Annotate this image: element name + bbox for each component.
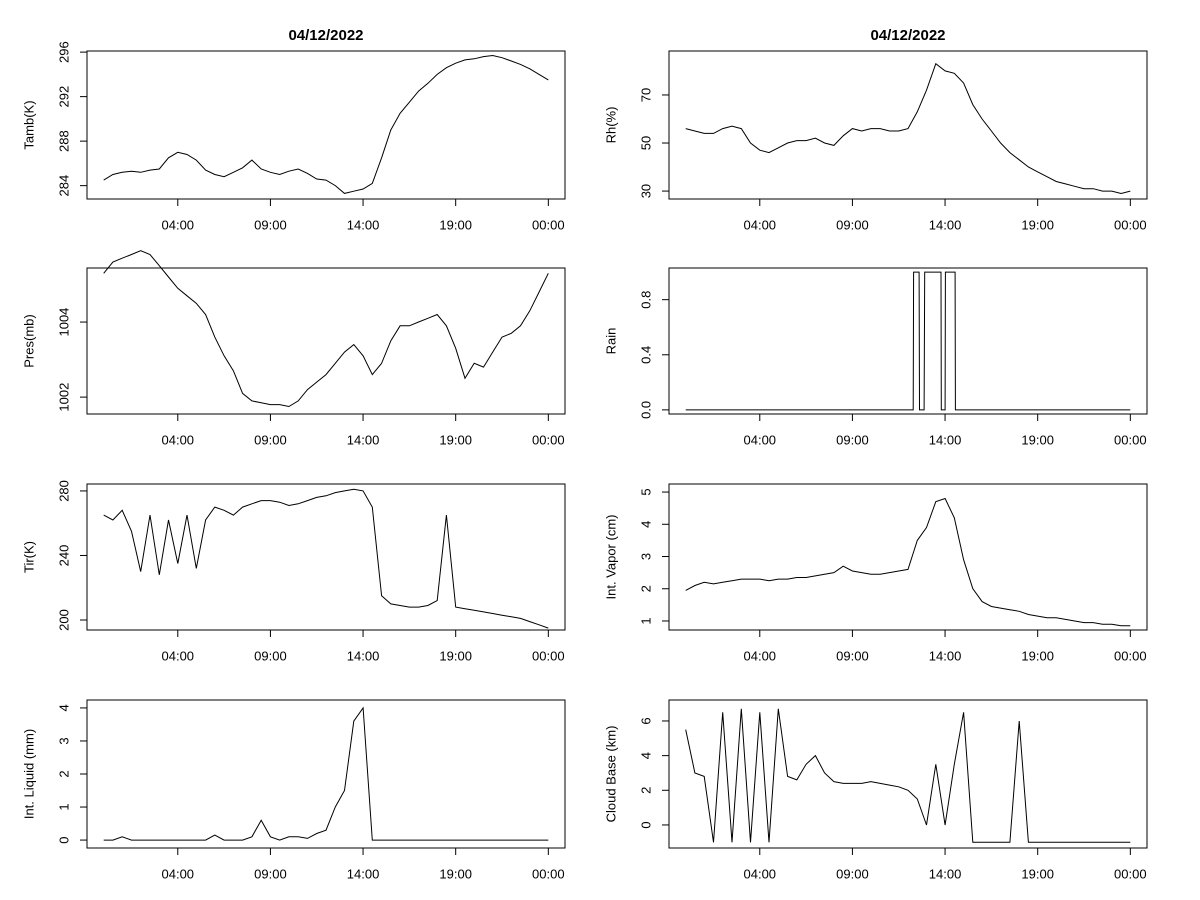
x-tick-label: 09:00	[254, 866, 287, 881]
data-line	[685, 497, 1131, 627]
x-tick-label: 09:00	[254, 217, 287, 232]
y-axis-label: Int. Liquid (mm)	[21, 729, 36, 819]
chart-title: 04/12/2022	[288, 27, 363, 44]
y-tick-label: 4	[638, 521, 653, 528]
x-tick-label: 19:00	[1021, 648, 1054, 663]
y-axis-label: Pres(mb)	[21, 314, 36, 367]
y-tick-label: 1	[56, 803, 71, 810]
x-tick-label: 14:00	[347, 217, 380, 232]
plot-frame	[86, 50, 566, 200]
x-tick-label: 00:00	[1114, 432, 1147, 447]
plot-frame	[86, 267, 566, 415]
y-tick-label: 3	[56, 737, 71, 744]
y-axis-label: Int. Vapor (cm)	[603, 514, 618, 599]
x-tick-label: 00:00	[532, 648, 565, 663]
y-tick-label: 1	[638, 617, 653, 624]
y-tick-label: 2	[638, 787, 653, 794]
y-tick-label: 292	[56, 86, 71, 108]
y-tick-label: 296	[56, 41, 71, 63]
y-tick-label: 200	[56, 609, 71, 631]
x-tick-label: 00:00	[1114, 648, 1147, 663]
y-tick-label: 0.4	[638, 346, 653, 364]
data-line	[103, 706, 549, 841]
x-tick-label: 04:00	[162, 432, 195, 447]
data-line	[685, 271, 1131, 411]
x-tick-label: 00:00	[1114, 866, 1147, 881]
x-tick-label: 19:00	[1021, 217, 1054, 232]
x-tick-label: 04:00	[744, 432, 777, 447]
data-line	[685, 708, 1131, 843]
x-tick-label: 14:00	[929, 866, 962, 881]
x-tick-label: 04:00	[744, 648, 777, 663]
y-axis-label: Rh(%)	[603, 107, 618, 144]
y-tick-label: 284	[56, 175, 71, 197]
x-tick-label: 09:00	[254, 432, 287, 447]
y-tick-label: 6	[638, 717, 653, 724]
x-tick-label: 09:00	[836, 648, 869, 663]
x-tick-label: 04:00	[162, 648, 195, 663]
x-tick-label: 19:00	[439, 866, 472, 881]
y-tick-label: 4	[638, 752, 653, 759]
x-tick-label: 04:00	[162, 866, 195, 881]
y-tick-label: 1002	[56, 383, 71, 412]
x-tick-label: 04:00	[162, 217, 195, 232]
y-tick-label: 0	[638, 821, 653, 828]
x-tick-label: 19:00	[439, 648, 472, 663]
x-tick-label: 19:00	[1021, 432, 1054, 447]
y-tick-label: 288	[56, 130, 71, 152]
y-tick-label: 0.0	[638, 401, 653, 419]
x-tick-label: 00:00	[532, 432, 565, 447]
y-tick-label: 240	[56, 545, 71, 567]
x-tick-label: 00:00	[532, 217, 565, 232]
plot-frame	[668, 699, 1148, 849]
x-tick-label: 14:00	[347, 648, 380, 663]
plot-frame	[86, 483, 566, 631]
y-tick-label: 3	[638, 553, 653, 560]
data-line	[685, 62, 1131, 195]
data-line	[103, 54, 549, 194]
x-tick-label: 19:00	[1021, 866, 1054, 881]
x-tick-label: 14:00	[929, 432, 962, 447]
y-tick-label: 0	[56, 836, 71, 843]
x-tick-label: 14:00	[929, 217, 962, 232]
x-tick-label: 19:00	[439, 432, 472, 447]
y-tick-label: 1004	[56, 308, 71, 337]
y-axis-label: Tir(K)	[21, 541, 36, 573]
plot-frame	[86, 699, 566, 849]
y-tick-label: 50	[638, 136, 653, 150]
x-tick-label: 04:00	[744, 217, 777, 232]
plot-frame	[668, 267, 1148, 415]
x-tick-label: 09:00	[836, 866, 869, 881]
x-tick-label: 00:00	[1114, 217, 1147, 232]
y-tick-label: 2	[638, 585, 653, 592]
x-tick-label: 14:00	[929, 648, 962, 663]
x-tick-label: 14:00	[347, 432, 380, 447]
plot-frame	[668, 483, 1148, 631]
y-tick-label: 30	[638, 184, 653, 198]
plot-frame	[668, 50, 1148, 200]
x-tick-label: 09:00	[836, 432, 869, 447]
y-tick-label: 4	[56, 704, 71, 711]
data-line	[103, 488, 549, 629]
y-axis-label: Rain	[603, 328, 618, 355]
y-tick-label: 0.8	[638, 291, 653, 309]
y-tick-label: 70	[638, 88, 653, 102]
y-tick-label: 280	[56, 480, 71, 502]
y-axis-label: Cloud Base (km)	[603, 726, 618, 823]
x-tick-label: 19:00	[439, 217, 472, 232]
x-tick-label: 14:00	[347, 866, 380, 881]
y-tick-label: 5	[638, 488, 653, 495]
chart-title: 04/12/2022	[870, 27, 945, 44]
data-line	[103, 250, 549, 408]
x-tick-label: 00:00	[532, 866, 565, 881]
y-axis-label: Tamb(K)	[21, 100, 36, 149]
x-tick-label: 04:00	[744, 866, 777, 881]
x-tick-label: 09:00	[836, 217, 869, 232]
y-tick-label: 2	[56, 770, 71, 777]
x-tick-label: 09:00	[254, 648, 287, 663]
